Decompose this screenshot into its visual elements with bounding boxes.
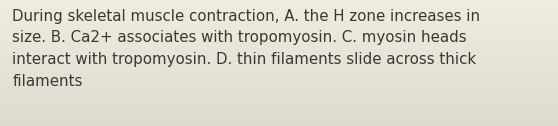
Text: During skeletal muscle contraction, A. the H zone increases in
size. B. Ca2+ ass: During skeletal muscle contraction, A. t… [12, 9, 480, 89]
